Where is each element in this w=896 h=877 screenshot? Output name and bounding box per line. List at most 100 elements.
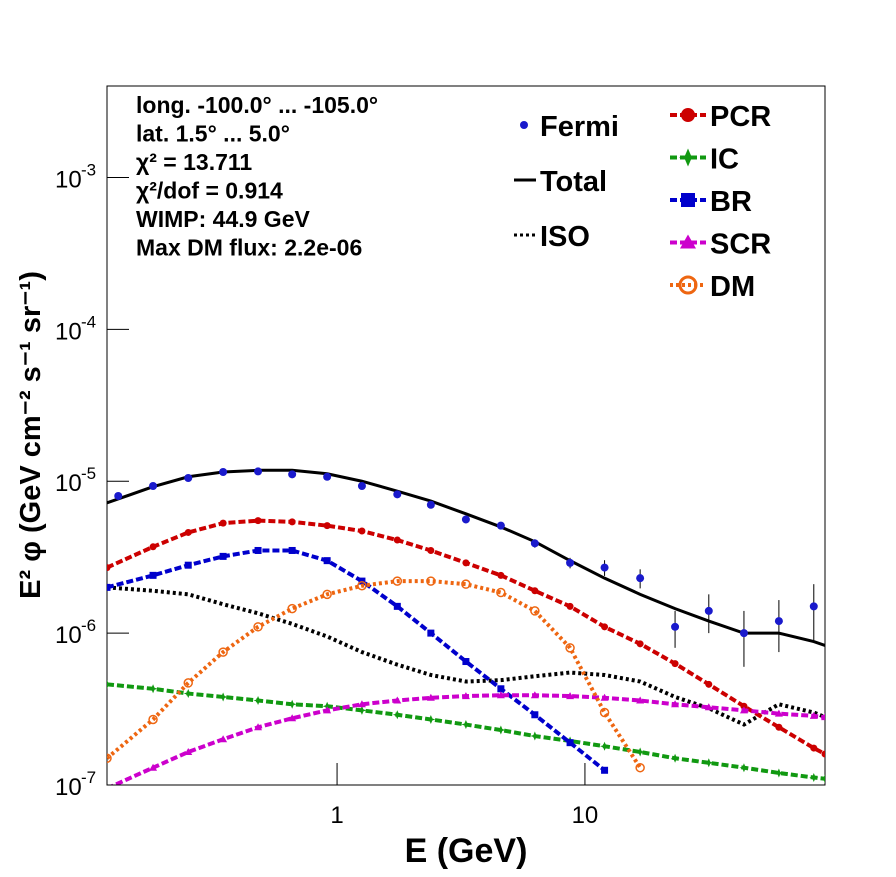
marker (740, 702, 748, 710)
marker (820, 774, 825, 784)
marker (219, 552, 227, 560)
marker (496, 691, 505, 699)
data-point (671, 622, 680, 631)
marker (601, 766, 609, 774)
marker (149, 763, 158, 771)
legend-label: ISO (540, 221, 590, 253)
marker (636, 640, 644, 648)
marker (497, 685, 505, 693)
marker (497, 571, 505, 579)
marker (323, 557, 331, 565)
marker (323, 706, 332, 714)
marker (253, 622, 263, 632)
marker (254, 723, 263, 731)
data-point (461, 515, 470, 524)
y-tick-exponent: -5 (81, 464, 96, 483)
x-axis-label: E (GeV) (405, 832, 528, 870)
marker (392, 710, 402, 720)
marker (739, 706, 748, 714)
legend-marker (681, 193, 695, 207)
marker (218, 647, 228, 657)
marker (809, 773, 819, 783)
annotation: long. -100.0° ... -105.0° (136, 92, 378, 118)
legend-marker (678, 275, 698, 295)
marker (821, 713, 825, 721)
marker (393, 602, 401, 610)
y-tick-label: 10 (55, 318, 82, 345)
annotation: Max DM flux: 2.2e-06 (136, 235, 362, 261)
y-tick-exponent: -7 (81, 768, 96, 787)
marker (148, 684, 158, 694)
marker (357, 700, 366, 708)
marker (704, 703, 713, 711)
marker (496, 725, 506, 735)
marker (601, 623, 609, 631)
marker (107, 679, 112, 689)
data-point (566, 558, 575, 567)
marker (322, 589, 332, 600)
marker (671, 700, 680, 708)
x-tick-label: 1 (330, 802, 343, 829)
marker (809, 711, 818, 719)
marker (426, 693, 435, 701)
marker (288, 546, 296, 554)
marker (530, 691, 539, 699)
data-point (219, 468, 228, 477)
data-point (357, 482, 366, 491)
marker (358, 527, 366, 535)
series-line (107, 682, 825, 781)
marker (393, 536, 401, 544)
marker (107, 583, 111, 591)
annotation: χ²/dof = 0.914 (136, 178, 283, 204)
marker (184, 747, 193, 755)
marker (530, 606, 540, 616)
plot-area (107, 467, 825, 785)
marker (531, 587, 539, 595)
legend-marker (520, 121, 528, 129)
data-point (288, 470, 297, 479)
y-tick-label: 10 (55, 622, 82, 649)
legend-label: DM (710, 271, 755, 303)
series-line (107, 468, 825, 647)
marker (392, 576, 403, 586)
data-point (600, 563, 609, 572)
marker (357, 705, 367, 715)
marker (107, 564, 111, 572)
data-point (774, 617, 783, 626)
marker (461, 579, 471, 589)
marker (183, 678, 194, 688)
y-tick-label: 10 (55, 470, 82, 497)
marker (461, 692, 470, 700)
y-axis-label: E² φ (GeV cm⁻² s⁻¹ sr⁻¹) (15, 271, 47, 599)
marker (427, 546, 435, 554)
marker (600, 693, 609, 701)
marker (107, 753, 112, 764)
marker (565, 643, 575, 653)
marker (461, 720, 471, 730)
series-line (107, 548, 606, 772)
marker (566, 739, 574, 747)
marker (393, 696, 402, 704)
marker (148, 714, 158, 725)
marker (183, 689, 193, 699)
marker (357, 581, 367, 591)
y-tick-label: 10 (55, 774, 82, 801)
marker (670, 753, 680, 763)
marker (254, 517, 262, 525)
data-point (254, 467, 263, 476)
data-point (393, 490, 402, 499)
legend-label: Fermi (540, 111, 619, 143)
legend-marker (680, 234, 696, 249)
data-point (184, 474, 193, 483)
data-point (739, 629, 748, 638)
marker (219, 735, 228, 743)
marker (739, 763, 749, 773)
marker (323, 522, 331, 530)
marker (426, 576, 436, 586)
y-tick-exponent: -3 (81, 160, 96, 179)
annotation: χ² = 13.711 (136, 149, 252, 175)
data-point (809, 602, 818, 611)
x-tick-label: 10 (572, 802, 599, 829)
data-point (426, 500, 435, 509)
